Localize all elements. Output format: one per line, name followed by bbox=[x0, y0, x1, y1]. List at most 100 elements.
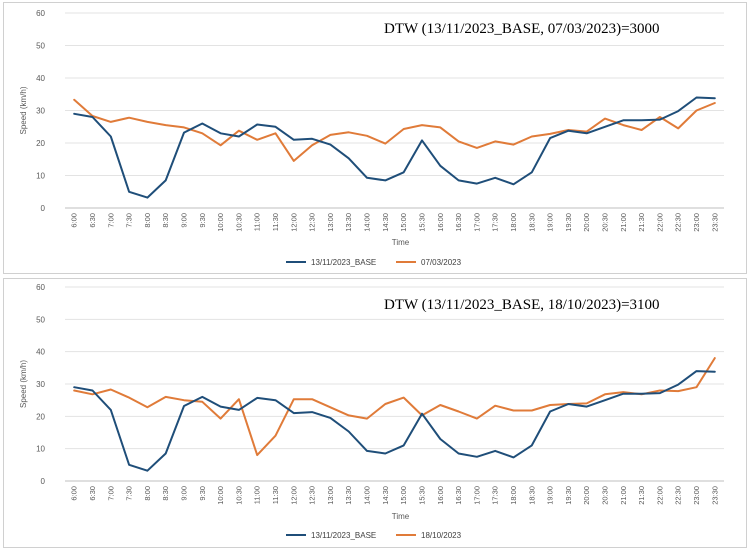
x-tick-label: 20:00 bbox=[582, 213, 591, 232]
x-tick-label: 17:30 bbox=[491, 213, 500, 232]
x-tick-label: 11:00 bbox=[253, 213, 262, 231]
x-tick-label: 10:30 bbox=[234, 213, 243, 232]
x-tick-label: 6:30 bbox=[88, 486, 97, 501]
x-tick-label: 12:30 bbox=[308, 213, 317, 232]
x-tick-label: 19:00 bbox=[546, 486, 555, 505]
x-axis-label: Time bbox=[392, 512, 410, 521]
x-tick-label: 15:00 bbox=[399, 213, 408, 232]
x-tick-label: 7:30 bbox=[125, 213, 134, 228]
x-tick-label: 7:00 bbox=[106, 486, 115, 501]
x-tick-label: 20:30 bbox=[601, 213, 610, 232]
series-line-13-11-2023-base bbox=[73, 96, 716, 199]
chart-2-svg: 0 10 20 30 40 50 60 6:00 6:30 7:00 7:30 8:00 8:30 9:0… bbox=[19, 283, 724, 540]
x-tick-label: 10:00 bbox=[216, 486, 225, 505]
x-tick-label: 13:30 bbox=[344, 486, 353, 505]
x-tick-label: 16:00 bbox=[436, 486, 445, 505]
x-tick-label: 18:00 bbox=[509, 486, 518, 505]
x-tick-label: 6:30 bbox=[88, 213, 97, 228]
x-tick-label: 10:30 bbox=[234, 486, 243, 505]
legend-label: 18/10/2023 bbox=[421, 531, 462, 540]
y-tick-label: 40 bbox=[36, 74, 45, 83]
y-tick-label: 50 bbox=[36, 42, 45, 51]
x-tick-label: 21:30 bbox=[637, 486, 646, 505]
series-line-13-11-2023-base bbox=[73, 370, 716, 472]
y-tick-label: 10 bbox=[36, 445, 45, 454]
x-tick-label: 21:30 bbox=[637, 213, 646, 232]
series-line-18-10-2023 bbox=[73, 357, 716, 457]
y-axis-label: Speed (km/h) bbox=[19, 86, 28, 134]
x-tick-label: 6:00 bbox=[70, 486, 79, 501]
x-tick-label: 22:00 bbox=[655, 213, 664, 232]
y-axis-label: Speed (km/h) bbox=[19, 360, 28, 408]
x-tick-label: 13:30 bbox=[344, 213, 353, 232]
y-tick-label: 30 bbox=[36, 380, 45, 389]
x-tick-label: 9:00 bbox=[179, 213, 188, 228]
x-tick-label: 22:30 bbox=[674, 486, 683, 505]
x-tick-label: 8:00 bbox=[143, 213, 152, 228]
chart-1-svg: 0 10 20 30 40 50 60 6:00 6:30 7:00 7:30 8:00 8:30 9:0… bbox=[19, 9, 724, 267]
legend-label: 13/11/2023_BASE bbox=[311, 258, 376, 267]
x-tick-label: 19:00 bbox=[546, 213, 555, 232]
x-tick-label: 23:30 bbox=[710, 486, 719, 505]
x-tick-label: 11:30 bbox=[271, 213, 280, 231]
x-tick-label: 17:30 bbox=[491, 486, 500, 505]
x-tick-label: 14:00 bbox=[363, 486, 372, 505]
x-tick-label: 16:00 bbox=[436, 213, 445, 232]
series-line-07-03-2023 bbox=[73, 98, 716, 162]
y-tick-label: 0 bbox=[41, 204, 46, 213]
x-tick-label: 23:00 bbox=[692, 213, 701, 232]
y-tick-label: 50 bbox=[36, 315, 45, 324]
x-tick-label: 15:30 bbox=[417, 486, 426, 505]
x-tick-label: 16:30 bbox=[454, 213, 463, 232]
y-tick-label: 40 bbox=[36, 348, 45, 357]
x-tick-label: 14:00 bbox=[363, 213, 372, 232]
legend-label: 13/11/2023_BASE bbox=[311, 531, 376, 540]
x-tick-label: 15:00 bbox=[399, 486, 408, 505]
y-tick-label: 0 bbox=[41, 477, 46, 486]
x-tick-label: 19:30 bbox=[564, 486, 573, 505]
x-tick-label: 22:30 bbox=[674, 213, 683, 232]
x-tick-label: 22:00 bbox=[655, 486, 664, 505]
x-tick-label: 9:30 bbox=[198, 213, 207, 228]
x-tick-label: 15:30 bbox=[417, 213, 426, 232]
x-tick-label: 11:00 bbox=[253, 486, 262, 504]
x-tick-label: 12:30 bbox=[308, 486, 317, 505]
y-tick-label: 30 bbox=[36, 107, 45, 116]
x-tick-label: 18:00 bbox=[509, 213, 518, 232]
x-tick-label: 9:30 bbox=[198, 486, 207, 501]
chart-panel-2: 0 10 20 30 40 50 60 6:00 6:30 7:00 7:30 8:00 8:30 9:0… bbox=[3, 278, 747, 548]
chart-title: DTW (13/11/2023_BASE, 07/03/2023)=3000 bbox=[384, 21, 660, 37]
x-tick-label: 8:30 bbox=[161, 213, 170, 228]
x-tick-label: 10:00 bbox=[216, 213, 225, 232]
x-tick-label: 20:30 bbox=[601, 486, 610, 505]
x-tick-label: 7:30 bbox=[125, 486, 134, 501]
x-tick-label: 17:00 bbox=[472, 486, 481, 505]
x-tick-label: 11:30 bbox=[271, 486, 280, 504]
x-tick-label: 14:30 bbox=[381, 213, 390, 232]
x-tick-label: 19:30 bbox=[564, 213, 573, 232]
x-tick-label: 20:00 bbox=[582, 486, 591, 505]
x-tick-label: 9:00 bbox=[179, 486, 188, 501]
y-tick-label: 60 bbox=[36, 283, 45, 292]
y-tick-label: 10 bbox=[36, 172, 45, 181]
x-tick-label: 21:00 bbox=[619, 213, 628, 232]
x-tick-label: 13:00 bbox=[326, 213, 335, 232]
x-tick-label: 8:00 bbox=[143, 486, 152, 501]
y-tick-label: 20 bbox=[36, 139, 45, 148]
x-axis-label: Time bbox=[392, 238, 410, 247]
y-tick-label: 60 bbox=[36, 9, 45, 18]
x-tick-label: 23:30 bbox=[710, 213, 719, 232]
x-tick-label: 16:30 bbox=[454, 486, 463, 505]
x-tick-label: 13:00 bbox=[326, 486, 335, 505]
y-tick-label: 20 bbox=[36, 412, 45, 421]
chart-title: DTW (13/11/2023_BASE, 18/10/2023)=3100 bbox=[384, 297, 660, 313]
x-tick-label: 8:30 bbox=[161, 486, 170, 501]
x-tick-label: 7:00 bbox=[106, 213, 115, 228]
x-tick-label: 21:00 bbox=[619, 486, 628, 505]
x-tick-label: 23:00 bbox=[692, 486, 701, 505]
x-tick-label: 18:30 bbox=[527, 486, 536, 505]
x-tick-label: 12:00 bbox=[289, 486, 298, 505]
x-tick-label: 14:30 bbox=[381, 486, 390, 505]
x-tick-label: 12:00 bbox=[289, 213, 298, 232]
x-tick-label: 6:00 bbox=[70, 213, 79, 228]
